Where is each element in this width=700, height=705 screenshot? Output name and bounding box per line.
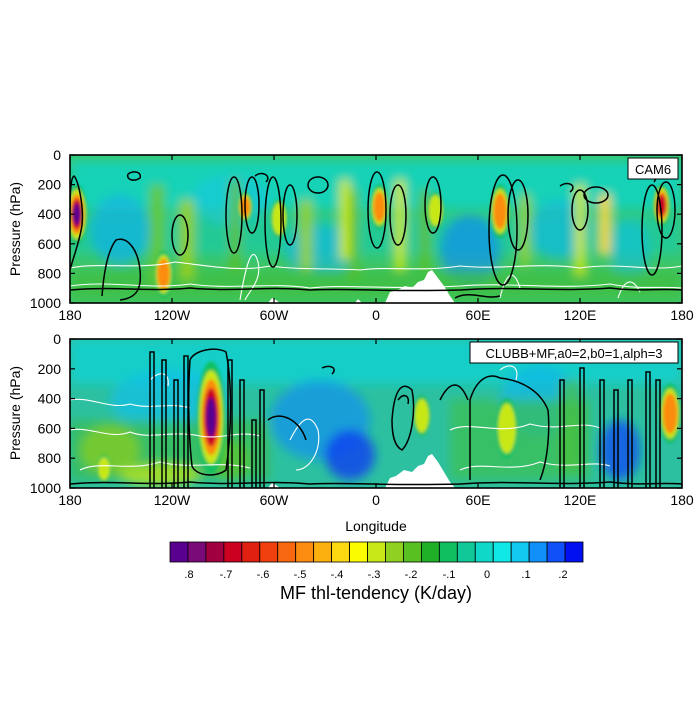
y-tick-label: 800 <box>38 450 62 466</box>
y-tick-label: 600 <box>38 236 62 252</box>
colorbar-swatch <box>492 541 512 563</box>
colorbar-tick-label: 0 <box>484 569 490 581</box>
colorbar-swatch <box>420 541 440 563</box>
contours-black <box>70 348 682 488</box>
x-tick-label: 60E <box>466 307 491 323</box>
y-tick-label: 400 <box>38 391 62 407</box>
colorbar-swatch <box>349 541 368 563</box>
y-tick-label: 800 <box>38 265 62 281</box>
surface-mask <box>268 270 455 303</box>
colorbar-swatch <box>456 541 476 563</box>
x-tick-label: 60W <box>260 492 290 508</box>
y-axis-label: Pressure (hPa) <box>7 366 23 460</box>
colorbar-tick-label: .1 <box>521 569 530 581</box>
x-tick-label: 60W <box>260 307 290 323</box>
colorbar-swatch <box>474 541 494 563</box>
y-tick-label: 0 <box>53 147 61 163</box>
colorbar-swatch <box>169 541 189 563</box>
colorbar-swatch <box>385 541 404 563</box>
y-tick-label: 0 <box>53 331 61 347</box>
y-tick-label: 200 <box>38 177 62 193</box>
colorbar-tick-label: .2 <box>558 569 567 581</box>
y-tick-label: 200 <box>38 361 62 377</box>
colorbar-swatch <box>277 541 297 563</box>
feature-cell <box>373 191 386 222</box>
x-tick-label: 180 <box>58 307 82 323</box>
colorbar-swatch <box>331 541 350 563</box>
contours-black <box>70 171 682 301</box>
colorbar-tick-label: -.2 <box>405 569 418 581</box>
y-tick-label: 1000 <box>30 480 61 496</box>
x-tick-label: 120E <box>564 307 597 323</box>
colorbar-swatch <box>259 541 279 563</box>
panel-label: CAM6 <box>635 162 671 177</box>
colorbar-swatch <box>295 541 315 563</box>
feature-cell <box>98 457 110 480</box>
x-tick-label: 120W <box>154 307 191 323</box>
panel-cam6: 180 120W 60W 0 60E 120E 180 0 200 400 600 800 1000 C… <box>7 147 694 323</box>
x-tick-label: 0 <box>372 492 380 508</box>
colorbar-swatch <box>438 541 458 563</box>
colorbar-title: MF thl-tendency (K/day) <box>280 583 472 603</box>
colorbar-tick-label: .8 <box>184 569 193 581</box>
contours-white <box>70 254 682 301</box>
feature-cell <box>73 203 81 225</box>
y-tick-label: 400 <box>38 206 62 222</box>
x-tick-label: 60E <box>466 492 491 508</box>
colorbar-swatch <box>367 541 386 563</box>
panel-label: CLUBB+MF,a0=2,b0=1,alph=3 <box>485 346 662 361</box>
colorbar-swatch <box>313 541 333 563</box>
x-tick-label: 0 <box>372 307 380 323</box>
x-tick-label: 180 <box>58 492 82 508</box>
colorbar: .8 -.7 -.6 -.5 -.4 -.3 -.2 -.1 0 .1 .2 MF thl-tend… <box>169 541 584 603</box>
y-tick-label: 600 <box>38 420 62 436</box>
panel-clubb-mf: 180 120W 60W 0 60E 120E 180 0 200 400 600 800 1000 C… <box>7 331 694 534</box>
colorbar-swatch <box>205 541 225 563</box>
colorbar-swatch <box>241 541 261 563</box>
colorbar-swatch <box>546 541 566 563</box>
colorbar-tick-label: -.3 <box>368 569 381 581</box>
y-tick-label: 1000 <box>30 295 61 311</box>
x-tick-label: 120E <box>564 492 597 508</box>
feature-cell <box>206 397 217 438</box>
panel-label-box: CAM6 <box>627 157 679 180</box>
x-tick-label: 180 <box>670 307 694 323</box>
feature-cell <box>493 193 507 230</box>
x-tick-label: 180 <box>670 492 694 508</box>
x-tick-label: 120W <box>154 492 191 508</box>
colorbar-swatch <box>223 541 243 563</box>
y-axis-label: Pressure (hPa) <box>7 182 23 276</box>
colorbar-tick-label: -.6 <box>257 569 270 581</box>
colorbar-tick-label: -.4 <box>331 569 344 581</box>
colorbar-swatch <box>187 541 207 563</box>
feature-cell <box>414 398 429 433</box>
colorbar-swatch <box>528 541 548 563</box>
x-axis-label: Longitude <box>345 518 407 534</box>
colorbar-swatch <box>403 541 422 563</box>
colorbar-swatch <box>564 541 584 563</box>
colorbar-tick-label: -.1 <box>443 569 456 581</box>
feature-cell <box>157 258 170 290</box>
colorbar-swatch <box>510 541 530 563</box>
panel-label-box: CLUBB+MF,a0=2,b0=1,alph=3 <box>469 341 679 364</box>
colorbar-tick-label: -.7 <box>220 569 233 581</box>
feature-cell <box>428 195 443 226</box>
colorbar-tick-label: -.5 <box>294 569 307 581</box>
feature-cell <box>662 393 678 434</box>
